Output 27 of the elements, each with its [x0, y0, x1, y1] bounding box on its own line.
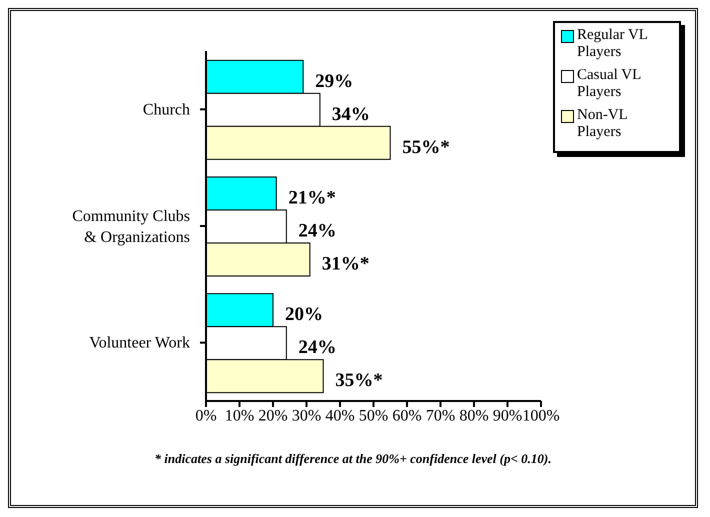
data-label: 29% — [315, 70, 354, 92]
data-label: 31%* — [322, 254, 370, 274]
y-tick-label: Volunteer Work — [89, 334, 190, 352]
x-tick-label: 70% — [426, 407, 456, 424]
data-label: 24% — [298, 337, 336, 358]
x-tick-label: 100% — [522, 407, 560, 424]
y-tick-label: Church — [142, 101, 190, 118]
x-tick-label: 40% — [325, 407, 355, 424]
x-tick-label: 20% — [258, 407, 288, 424]
x-tick-label: 60% — [392, 407, 422, 424]
x-tick-label: 0% — [195, 407, 217, 424]
data-label: 20% — [285, 304, 323, 326]
data-label: 24% — [298, 220, 336, 242]
data-label: 34% — [332, 104, 370, 125]
legend-label: Regular VL Players — [577, 27, 648, 61]
data-label: 21%* — [288, 188, 336, 208]
x-tick-label: 10% — [224, 407, 254, 424]
y-tick-label: Community Clubs & Organizations — [72, 208, 190, 246]
legend-label: Non-VL Players — [577, 107, 628, 141]
x-tick-label: 30% — [292, 407, 322, 424]
x-tick-label: 50% — [358, 407, 388, 424]
data-label: 35%* — [335, 370, 383, 392]
text: * indicates a significant difference at the 90%+ confidence level (p< 0.10). — [154, 451, 552, 467]
x-tick-label: 80% — [459, 407, 489, 424]
legend-label: Casual VL Players — [577, 67, 642, 101]
data-label: 55%* — [402, 136, 450, 158]
x-tick-label: 90% — [492, 407, 522, 424]
